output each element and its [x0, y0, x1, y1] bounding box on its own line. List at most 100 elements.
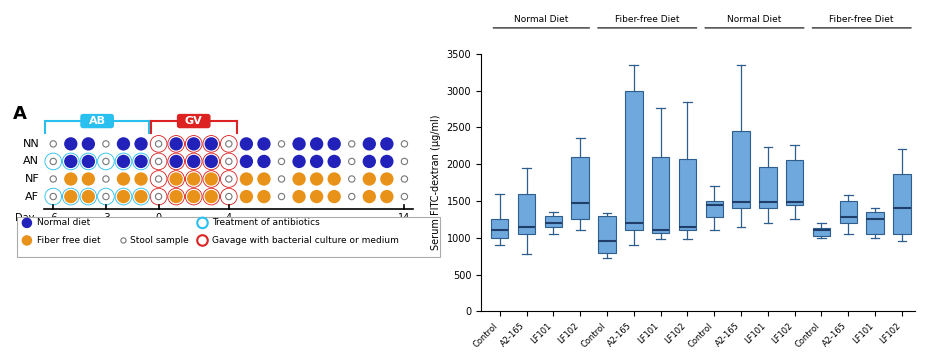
PathPatch shape — [840, 201, 857, 223]
Circle shape — [81, 172, 95, 186]
Circle shape — [133, 188, 149, 205]
Circle shape — [348, 158, 355, 165]
Circle shape — [185, 153, 203, 170]
Circle shape — [97, 153, 115, 170]
Circle shape — [205, 172, 218, 186]
PathPatch shape — [867, 212, 884, 234]
Circle shape — [240, 190, 253, 203]
Text: Normal diet: Normal diet — [36, 218, 90, 227]
Circle shape — [310, 190, 323, 203]
Circle shape — [205, 137, 218, 151]
Circle shape — [116, 154, 132, 169]
Circle shape — [149, 135, 167, 153]
Circle shape — [45, 153, 62, 170]
Circle shape — [226, 158, 232, 165]
Circle shape — [221, 136, 236, 152]
Text: 14: 14 — [398, 213, 411, 223]
Circle shape — [62, 188, 79, 205]
Circle shape — [402, 141, 407, 147]
Circle shape — [204, 136, 219, 152]
Text: GV: GV — [185, 116, 203, 126]
Circle shape — [186, 136, 202, 152]
Circle shape — [64, 172, 78, 186]
Circle shape — [45, 188, 62, 205]
PathPatch shape — [679, 159, 696, 231]
Circle shape — [167, 188, 185, 205]
Circle shape — [278, 158, 285, 165]
Circle shape — [98, 154, 114, 169]
Circle shape — [204, 171, 219, 187]
Circle shape — [186, 154, 202, 169]
Circle shape — [380, 190, 393, 203]
Circle shape — [169, 172, 183, 186]
Circle shape — [50, 158, 56, 165]
Text: 0: 0 — [156, 213, 162, 223]
Circle shape — [98, 189, 114, 204]
Circle shape — [380, 155, 393, 168]
Circle shape — [402, 158, 407, 165]
Text: Fiber-free Diet: Fiber-free Diet — [615, 15, 679, 24]
Circle shape — [220, 170, 237, 188]
Circle shape — [46, 189, 61, 204]
Circle shape — [115, 188, 133, 205]
Circle shape — [150, 171, 166, 187]
Circle shape — [185, 188, 203, 205]
Circle shape — [168, 189, 184, 204]
Circle shape — [257, 190, 271, 203]
Circle shape — [103, 158, 109, 165]
Circle shape — [64, 190, 78, 203]
Circle shape — [362, 137, 376, 151]
Circle shape — [310, 137, 323, 151]
Circle shape — [117, 155, 130, 168]
Circle shape — [46, 154, 61, 169]
Circle shape — [310, 155, 323, 168]
Circle shape — [63, 154, 78, 169]
Circle shape — [328, 155, 341, 168]
Circle shape — [120, 238, 126, 243]
Circle shape — [226, 176, 232, 182]
Text: Normal Diet: Normal Diet — [728, 15, 782, 24]
Circle shape — [64, 137, 78, 151]
Circle shape — [348, 141, 355, 147]
Text: Fiber-free Diet: Fiber-free Diet — [829, 15, 894, 24]
Circle shape — [292, 155, 305, 168]
Circle shape — [328, 190, 341, 203]
Circle shape — [134, 172, 148, 186]
Text: Fiber free diet: Fiber free diet — [36, 236, 100, 245]
Circle shape — [292, 137, 305, 151]
Circle shape — [155, 141, 162, 147]
Circle shape — [348, 193, 355, 200]
Circle shape — [169, 137, 183, 151]
Circle shape — [203, 153, 220, 170]
Circle shape — [115, 153, 133, 170]
Circle shape — [103, 141, 109, 147]
Text: Stool sample: Stool sample — [131, 236, 190, 245]
Circle shape — [167, 153, 185, 170]
Circle shape — [362, 172, 376, 186]
Circle shape — [150, 189, 166, 204]
Circle shape — [97, 188, 115, 205]
Circle shape — [257, 172, 271, 186]
Circle shape — [278, 176, 285, 182]
PathPatch shape — [813, 228, 830, 236]
Text: Gavage with bacterial culture or medium: Gavage with bacterial culture or medium — [212, 236, 399, 245]
Circle shape — [328, 137, 341, 151]
Circle shape — [167, 170, 185, 188]
Circle shape — [203, 135, 220, 153]
Circle shape — [205, 190, 218, 203]
Circle shape — [205, 155, 218, 168]
Circle shape — [220, 135, 237, 153]
Circle shape — [149, 170, 167, 188]
Circle shape — [185, 135, 203, 153]
Text: AB: AB — [89, 116, 106, 126]
PathPatch shape — [572, 157, 589, 219]
PathPatch shape — [517, 194, 535, 234]
Circle shape — [64, 155, 78, 168]
PathPatch shape — [705, 201, 723, 217]
Circle shape — [50, 193, 56, 200]
Circle shape — [134, 137, 148, 151]
Circle shape — [204, 189, 219, 204]
PathPatch shape — [545, 216, 562, 227]
Circle shape — [402, 176, 407, 182]
PathPatch shape — [759, 167, 776, 208]
